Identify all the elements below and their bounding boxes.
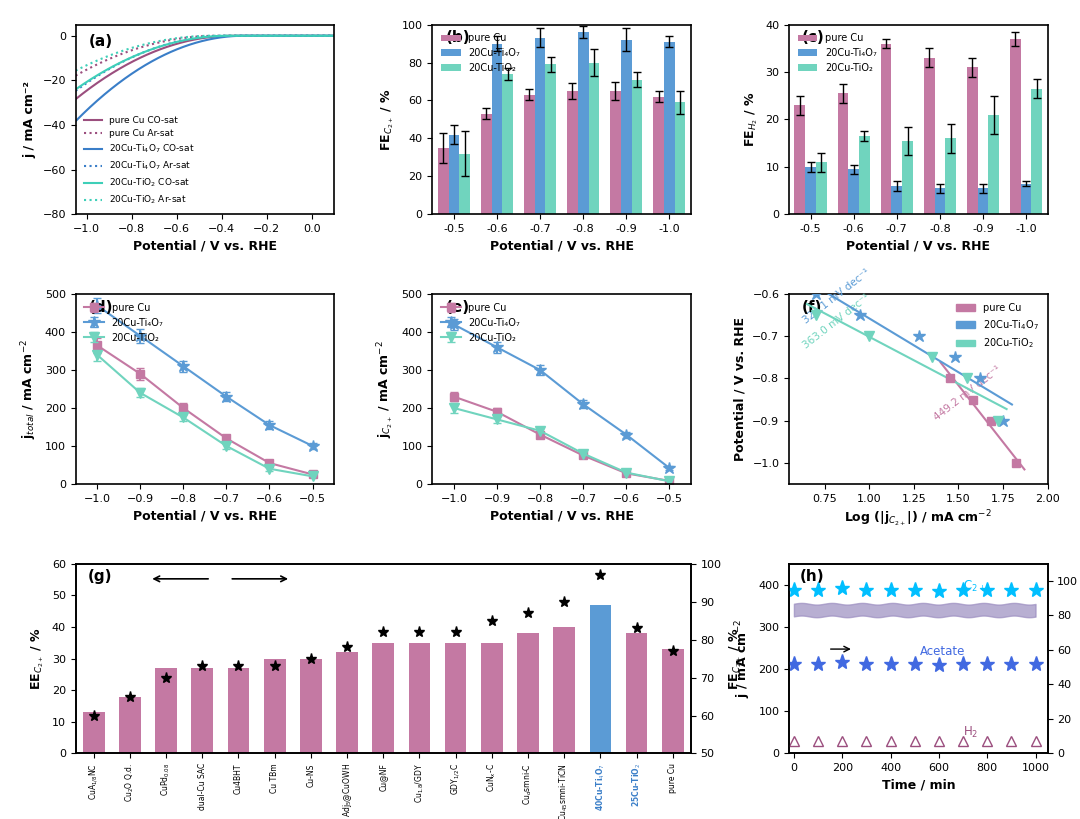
Bar [448, 134, 459, 215]
Text: (f): (f) [802, 300, 822, 314]
Bar [578, 32, 589, 215]
X-axis label: Potential / V vs. RHE: Potential / V vs. RHE [847, 240, 990, 253]
X-axis label: Time / min: Time / min [881, 779, 955, 792]
Bar [83, 713, 105, 753]
Bar [610, 91, 621, 215]
Bar [535, 38, 545, 215]
Bar [880, 43, 891, 215]
Bar [1031, 88, 1042, 215]
Text: H$_2$: H$_2$ [963, 725, 978, 740]
Bar [524, 95, 535, 215]
Bar [567, 91, 578, 215]
X-axis label: Potential / V vs. RHE: Potential / V vs. RHE [133, 509, 276, 523]
X-axis label: Potential / V vs. RHE: Potential / V vs. RHE [133, 240, 276, 253]
Bar [891, 186, 902, 215]
Bar [625, 633, 647, 753]
Bar [156, 668, 177, 753]
Bar [664, 42, 675, 215]
Text: (b): (b) [445, 30, 470, 45]
Text: (e): (e) [445, 300, 470, 314]
Bar [923, 58, 934, 215]
Bar [988, 115, 999, 215]
Y-axis label: j$_{total}$ / mA cm$^{-2}$: j$_{total}$ / mA cm$^{-2}$ [19, 339, 39, 439]
Bar [481, 114, 491, 215]
Bar [859, 136, 869, 215]
Bar [191, 668, 213, 753]
Bar [553, 627, 575, 753]
Text: (h): (h) [799, 569, 824, 584]
Legend: pure Cu, 20Cu-Ti₄O₇, 20Cu-TiO₂: pure Cu, 20Cu-Ti₄O₇, 20Cu-TiO₂ [81, 299, 167, 346]
Bar [437, 148, 448, 215]
Bar [300, 658, 322, 753]
Legend: pure Cu, 20Cu-Ti₄O₇, 20Cu-TiO₂: pure Cu, 20Cu-Ti₄O₇, 20Cu-TiO₂ [437, 29, 524, 77]
Bar [336, 652, 357, 753]
Bar [816, 162, 827, 215]
Bar [517, 633, 539, 753]
Y-axis label: j / mA cm$^{-2}$: j / mA cm$^{-2}$ [733, 619, 753, 699]
Bar [632, 79, 643, 215]
Bar [902, 141, 913, 215]
Bar [838, 93, 848, 215]
Text: 324.1 mV dec⁻¹: 324.1 mV dec⁻¹ [801, 267, 873, 326]
Text: 449.2 mV dec⁻¹: 449.2 mV dec⁻¹ [932, 364, 1002, 423]
Bar [481, 643, 502, 753]
Bar [1021, 183, 1031, 215]
Bar [967, 67, 977, 215]
Text: (c): (c) [802, 30, 825, 45]
X-axis label: Potential / V vs. RHE: Potential / V vs. RHE [489, 509, 634, 523]
Bar [228, 668, 249, 753]
Bar [848, 170, 859, 215]
Bar [459, 154, 470, 215]
Bar [445, 643, 467, 753]
Bar [621, 40, 632, 215]
X-axis label: Potential / V vs. RHE: Potential / V vs. RHE [489, 240, 634, 253]
Legend: pure Cu, 20Cu-Ti₄O₇, 20Cu-TiO₂: pure Cu, 20Cu-Ti₄O₇, 20Cu-TiO₂ [794, 29, 880, 77]
Text: Acetate: Acetate [919, 645, 964, 658]
Text: 363.0 mV dec⁻¹: 363.0 mV dec⁻¹ [801, 292, 873, 351]
Y-axis label: FE$_{C_{2+}}$ / %: FE$_{C_{2+}}$ / % [727, 627, 744, 690]
Bar [795, 106, 806, 215]
Bar [502, 74, 513, 215]
Bar [491, 43, 502, 215]
Y-axis label: j$_{C_{2+}}$ / mA cm$^{-2}$: j$_{C_{2+}}$ / mA cm$^{-2}$ [376, 340, 396, 438]
Bar [662, 649, 684, 753]
Y-axis label: Potential / V vs. RHE: Potential / V vs. RHE [733, 317, 746, 461]
Text: (g): (g) [87, 569, 112, 584]
Bar [806, 167, 816, 215]
Legend: pure Cu CO-sat, pure Cu Ar-sat, 20Cu-Ti$_4$O$_7$ CO-sat, 20Cu-Ti$_4$O$_7$ Ar-sat: pure Cu CO-sat, pure Cu Ar-sat, 20Cu-Ti$… [80, 112, 198, 210]
X-axis label: Log (|j$_{C_{2+}}$|) / mA cm$^{-2}$: Log (|j$_{C_{2+}}$|) / mA cm$^{-2}$ [845, 509, 993, 529]
Bar [408, 643, 430, 753]
Text: (d): (d) [89, 300, 113, 314]
Legend: pure Cu, 20Cu-Ti$_4$O$_7$, 20Cu-TiO$_2$: pure Cu, 20Cu-Ti$_4$O$_7$, 20Cu-TiO$_2$ [951, 299, 1042, 354]
Y-axis label: FE$_{H_2}$ / %: FE$_{H_2}$ / % [743, 92, 759, 147]
Bar [653, 97, 664, 215]
Text: (a): (a) [89, 34, 112, 49]
Bar [945, 138, 956, 215]
Bar [934, 188, 945, 215]
Text: C$_{2+}$: C$_{2+}$ [963, 578, 986, 594]
Bar [119, 696, 140, 753]
Bar [545, 65, 556, 215]
Y-axis label: FE$_{C_{2+}}$ / %: FE$_{C_{2+}}$ / % [379, 88, 396, 151]
Legend: pure Cu, 20Cu-Ti₄O₇, 20Cu-TiO₂: pure Cu, 20Cu-Ti₄O₇, 20Cu-TiO₂ [437, 299, 524, 346]
Bar [590, 604, 611, 753]
Bar [1010, 38, 1021, 215]
Bar [675, 102, 686, 215]
Y-axis label: j / mA cm⁻²: j / mA cm⁻² [24, 81, 37, 158]
Bar [589, 62, 599, 215]
Bar [977, 188, 988, 215]
Y-axis label: EE$_{C_{2+}}$ / %: EE$_{C_{2+}}$ / % [29, 627, 46, 690]
Bar [264, 658, 285, 753]
Bar [373, 643, 394, 753]
